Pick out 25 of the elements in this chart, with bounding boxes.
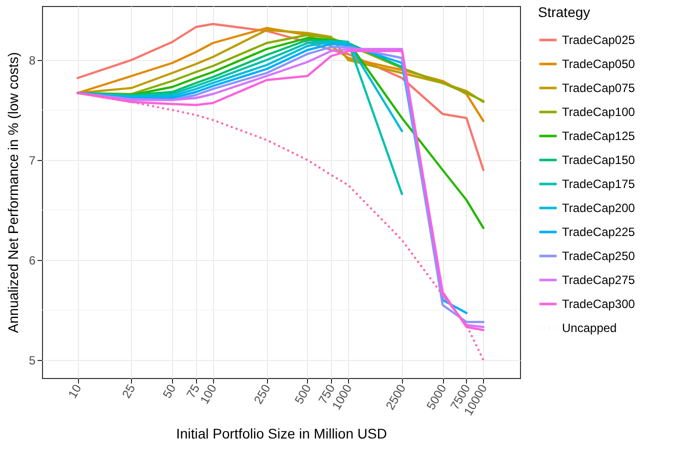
legend-label: TradeCap125: [562, 129, 636, 143]
x-axis-title: Initial Portfolio Size in Million USD: [176, 425, 387, 442]
legend-label: TradeCap100: [562, 105, 636, 119]
legend-label: TradeCap275: [562, 273, 636, 287]
legend-label: TradeCap150: [562, 153, 636, 167]
legend-label: TradeCap225: [562, 225, 636, 239]
y-tick-label: 5: [28, 354, 36, 368]
y-tick-label: 6: [28, 254, 36, 268]
y-tick-label: 7: [28, 154, 36, 168]
legend-label: TradeCap075: [562, 81, 636, 95]
legend-label: TradeCap175: [562, 177, 636, 191]
legend-label: Uncapped: [562, 321, 617, 335]
x-tick-label: 500: [292, 382, 314, 406]
legend-title: Strategy: [538, 4, 590, 20]
x-tick-label: 10: [65, 382, 84, 401]
legend-label: TradeCap300: [562, 297, 636, 311]
legend-label: TradeCap200: [562, 201, 636, 215]
legend-label: TradeCap025: [562, 33, 636, 47]
x-tick-label: 50: [160, 382, 179, 401]
legend-label: TradeCap250: [562, 249, 636, 263]
legend-label: TradeCap050: [562, 57, 636, 71]
x-tick-label: 25: [119, 382, 138, 401]
y-axis-title: Annualized Net Performance in % (low costs): [4, 52, 21, 333]
x-tick-label: 250: [251, 382, 274, 406]
y-tick-label: 8: [28, 54, 36, 68]
